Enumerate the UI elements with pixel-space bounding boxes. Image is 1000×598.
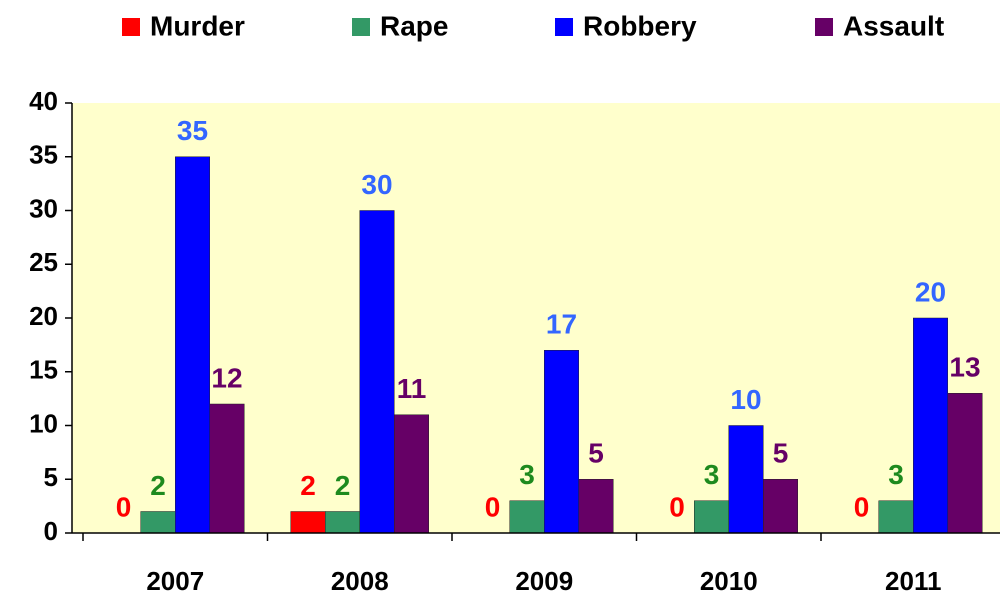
bar — [694, 500, 729, 534]
x-tick-label: 2010 — [700, 566, 758, 596]
bar — [544, 350, 579, 534]
legend-swatch — [555, 18, 573, 36]
data-label: 20 — [915, 276, 946, 307]
bar — [175, 156, 210, 534]
y-tick-label: 15 — [29, 355, 58, 385]
data-label: 0 — [669, 491, 685, 522]
data-label: 30 — [361, 169, 392, 200]
bar — [947, 393, 983, 534]
x-tick-label: 2009 — [515, 566, 573, 596]
x-tick-label: 2008 — [331, 566, 389, 596]
bar — [509, 500, 545, 534]
legend-label: Assault — [843, 10, 944, 41]
bar — [325, 511, 360, 534]
y-tick-label: 40 — [29, 86, 58, 116]
legend-label: Rape — [380, 10, 448, 41]
data-label: 2 — [335, 470, 351, 501]
y-tick-label: 10 — [29, 408, 58, 438]
bar — [878, 500, 914, 534]
data-label: 0 — [854, 491, 870, 522]
bar — [394, 414, 429, 534]
bar — [913, 317, 948, 534]
legend-swatch — [352, 18, 370, 36]
data-label: 3 — [888, 459, 904, 490]
data-label: 5 — [773, 438, 789, 469]
bar — [209, 403, 245, 534]
data-label: 35 — [177, 115, 208, 146]
y-tick-label: 30 — [29, 193, 58, 223]
x-tick-label: 2011 — [885, 566, 941, 596]
bar — [290, 511, 326, 534]
data-label: 11 — [397, 373, 427, 404]
y-tick-label: 35 — [29, 140, 58, 170]
data-label: 13 — [949, 352, 980, 383]
legend-label: Murder — [150, 10, 245, 41]
data-label: 2 — [150, 470, 166, 501]
data-label: 0 — [485, 491, 501, 522]
bar — [763, 479, 798, 534]
bar — [359, 210, 395, 534]
legend-label: Robbery — [583, 10, 697, 41]
bar — [728, 425, 764, 534]
data-label: 3 — [519, 459, 535, 490]
data-label: 0 — [116, 491, 132, 522]
bar — [140, 511, 176, 534]
x-tick-label: 2007 — [146, 566, 204, 596]
data-label: 5 — [588, 438, 604, 469]
data-label: 2 — [300, 470, 316, 501]
legend-swatch — [815, 18, 833, 36]
y-tick-label: 0 — [44, 516, 58, 546]
data-label: 12 — [211, 362, 242, 393]
data-label: 17 — [546, 309, 577, 340]
legend-swatch — [122, 18, 140, 36]
y-tick-label: 5 — [44, 462, 58, 492]
data-label: 3 — [704, 459, 720, 490]
data-label: 10 — [730, 384, 761, 415]
y-tick-label: 20 — [29, 301, 58, 331]
bar — [578, 479, 614, 534]
y-tick-label: 25 — [29, 247, 58, 277]
